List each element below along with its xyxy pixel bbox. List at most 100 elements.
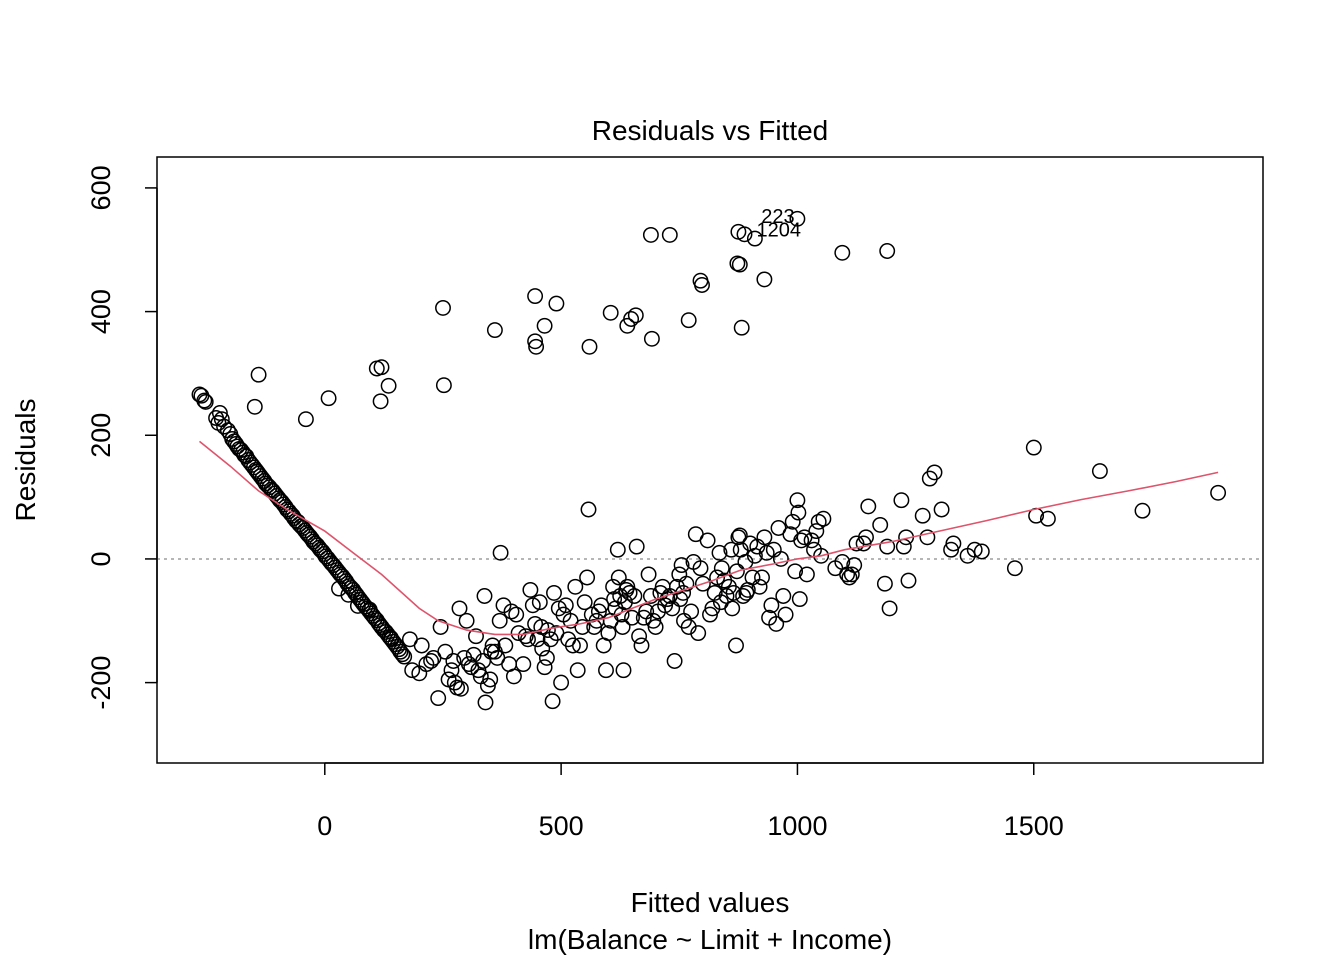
data-point — [736, 226, 753, 243]
data-point — [768, 615, 785, 632]
data-point — [486, 322, 503, 339]
data-point — [791, 591, 808, 608]
chart-title: Residuals vs Fitted — [592, 115, 829, 146]
y-tick-label: 400 — [86, 289, 116, 334]
data-point — [881, 600, 898, 617]
data-point — [879, 243, 896, 259]
data-point — [569, 662, 586, 679]
data-point — [580, 501, 597, 518]
smooth-line — [198, 440, 1219, 636]
data-point — [430, 690, 447, 707]
y-tick-label: 600 — [86, 165, 116, 210]
data-point — [522, 581, 539, 598]
data-point — [624, 609, 640, 626]
data-points — [191, 210, 1227, 711]
data-point — [746, 230, 763, 247]
data-point — [546, 584, 562, 601]
data-point — [692, 560, 709, 577]
data-point — [435, 377, 452, 394]
data-point — [508, 606, 525, 623]
x-tick-label: 500 — [539, 811, 584, 841]
x-axis: 0 500 1000 1500 — [317, 762, 1064, 841]
data-point — [495, 597, 512, 614]
data-point — [600, 625, 617, 642]
data-point — [973, 543, 990, 560]
data-point — [664, 600, 681, 617]
data-point — [1091, 463, 1108, 480]
data-point — [361, 601, 378, 618]
data-point — [728, 637, 744, 654]
data-point — [610, 569, 627, 586]
data-point — [536, 659, 553, 676]
data-point — [553, 674, 570, 691]
data-point — [803, 532, 820, 549]
data-point — [1025, 439, 1042, 456]
data-point — [673, 557, 690, 574]
data-point — [815, 510, 832, 527]
data-point — [609, 541, 626, 558]
data-point — [505, 668, 522, 685]
data-point — [297, 411, 314, 428]
data-point — [373, 359, 390, 376]
data-point — [250, 366, 267, 383]
data-point — [383, 630, 399, 647]
data-point — [542, 631, 559, 648]
data-point — [668, 578, 685, 595]
data-point — [196, 392, 213, 409]
data-point — [808, 523, 825, 540]
data-point — [432, 619, 449, 635]
data-point — [758, 544, 775, 561]
data-point — [1134, 502, 1151, 519]
data-point — [564, 637, 581, 654]
x-axis-label: Fitted values — [631, 887, 790, 918]
data-point — [793, 532, 810, 549]
plot-frame — [156, 156, 1264, 764]
data-point — [567, 578, 584, 595]
data-point — [451, 600, 468, 617]
data-point — [623, 311, 640, 327]
data-point — [246, 398, 263, 415]
data-point — [458, 612, 475, 629]
data-point — [626, 588, 643, 604]
data-point — [598, 662, 614, 679]
data-point — [615, 662, 632, 679]
data-point — [627, 307, 644, 324]
y-tick-label: 200 — [86, 413, 116, 458]
data-point — [491, 612, 508, 629]
x-tick-label: 1500 — [1004, 811, 1064, 841]
data-point — [524, 597, 541, 614]
data-point — [810, 513, 827, 530]
data-point — [574, 619, 591, 635]
data-point — [933, 501, 950, 518]
y-tick-label: 0 — [86, 551, 116, 566]
data-point — [926, 464, 943, 481]
data-point — [642, 588, 659, 604]
data-point — [517, 628, 534, 645]
data-point — [731, 256, 748, 273]
data-point — [452, 680, 469, 697]
data-point — [396, 648, 413, 665]
data-point — [763, 597, 780, 614]
data-point — [680, 312, 697, 329]
data-point — [704, 600, 721, 617]
data-point — [694, 277, 710, 293]
data-point — [423, 653, 440, 669]
data-point — [476, 588, 493, 604]
data-point — [661, 226, 678, 243]
data-point — [437, 643, 454, 660]
data-point — [492, 544, 509, 561]
data-point — [756, 271, 773, 288]
x-tick-label: 1000 — [767, 811, 827, 841]
data-point — [754, 569, 770, 586]
data-point — [919, 529, 936, 546]
data-point — [534, 640, 551, 657]
data-point — [733, 319, 750, 336]
data-point — [443, 662, 460, 679]
data-point — [538, 649, 555, 666]
data-point — [392, 643, 409, 660]
data-point — [787, 563, 804, 580]
data-point — [846, 557, 863, 574]
data-point — [893, 492, 910, 509]
